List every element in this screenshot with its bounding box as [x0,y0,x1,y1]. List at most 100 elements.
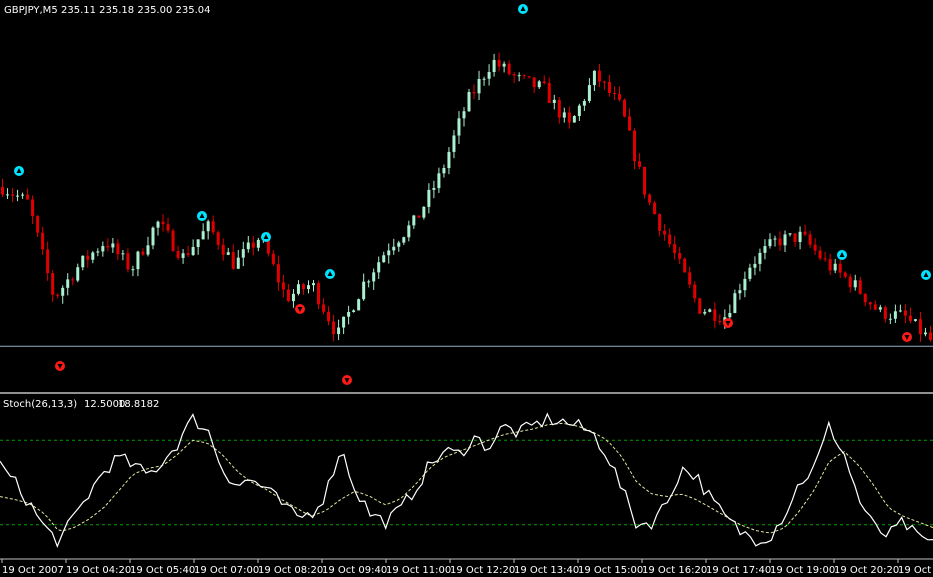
candle-body [888,318,892,320]
candle-body [387,250,391,256]
candle [562,107,566,123]
candle [201,223,205,240]
time-tick-label: 19 Oct 04:20 [66,565,131,576]
candle-body [487,72,491,79]
candle-body [663,230,667,235]
red-down-arrow-icon [295,304,305,314]
candle-body [748,267,752,279]
candle [638,153,642,170]
candle [332,314,336,342]
candle [166,217,170,233]
candle-body [733,293,737,313]
candle [171,228,175,252]
candle [873,300,877,311]
candle-body [848,276,852,288]
candle [181,249,185,264]
price-pane[interactable]: GBPJPY,M5 235.11 235.18 235.00 235.04 [0,4,933,385]
time-tick-label: 19 Oct 16:20 [642,565,707,576]
candle-body [773,238,777,240]
candle [281,274,285,298]
candle [612,86,616,101]
candle-body [833,263,837,271]
candle-body [768,239,772,247]
candle-body [362,281,366,300]
candle-body [537,81,541,88]
candle [607,74,611,97]
candle [828,253,832,276]
candle-body [447,151,451,168]
candle [286,284,290,303]
candle [56,293,60,299]
candle-body [141,251,145,255]
candle [883,305,887,323]
candle-body [342,316,346,328]
candle [778,231,782,251]
candle-body [211,221,215,233]
candle-body [231,252,235,269]
candle [61,285,65,304]
candle [221,238,225,261]
candle [688,266,692,289]
candle-body [482,78,486,80]
candle-body [597,70,601,82]
candle-body [497,59,501,67]
candle [301,282,305,295]
candle-body [753,263,757,268]
candle [146,236,150,257]
candle [512,72,516,84]
candle-body [392,246,396,251]
candle [241,241,245,267]
candle-body [201,231,205,240]
candle [246,236,250,253]
candle-body [106,246,110,248]
candle [226,247,230,256]
candle-body [296,284,300,294]
time-tick-label: 19 Oct 08:20 [258,565,323,576]
candle [216,230,220,250]
candle [397,240,401,252]
candle-body [317,283,321,305]
candle [623,98,627,118]
candle [101,241,105,257]
candle-body [592,70,596,86]
candle-body [372,272,376,282]
candle [748,263,752,282]
candle-body [36,216,40,233]
candle [502,61,506,73]
candle-body [281,282,285,290]
candle-body [507,63,511,75]
candle-body [337,327,341,335]
candle [773,235,777,247]
candle [878,304,882,313]
candle-body [81,255,85,268]
candle-body [883,307,887,320]
stochastic-pane[interactable]: Stoch(26,13,3) 12.5000 18.8182 [0,399,933,548]
candle [422,206,426,220]
candle [377,256,381,279]
candle [91,251,95,264]
candle [16,189,20,202]
candle-body [357,299,361,311]
candle [923,327,927,337]
time-tick-label: 19 Oct 09:40 [322,565,387,576]
candle [587,78,591,104]
candle [452,130,456,159]
candle-body [673,244,677,254]
candle-body [241,249,245,258]
candle [362,273,366,301]
candle [327,306,331,326]
candle-body [798,231,802,243]
candle [437,167,441,193]
candle-body [462,111,466,119]
candle-body [532,77,536,88]
symbol-title: GBPJPY,M5 [4,5,58,16]
candle-body [477,79,481,94]
candle [863,293,867,307]
candle [492,53,496,77]
candle-body [788,233,792,235]
candle-body [522,75,526,77]
stoch-main-value: 12.5000 [84,399,125,410]
candle [823,251,827,262]
